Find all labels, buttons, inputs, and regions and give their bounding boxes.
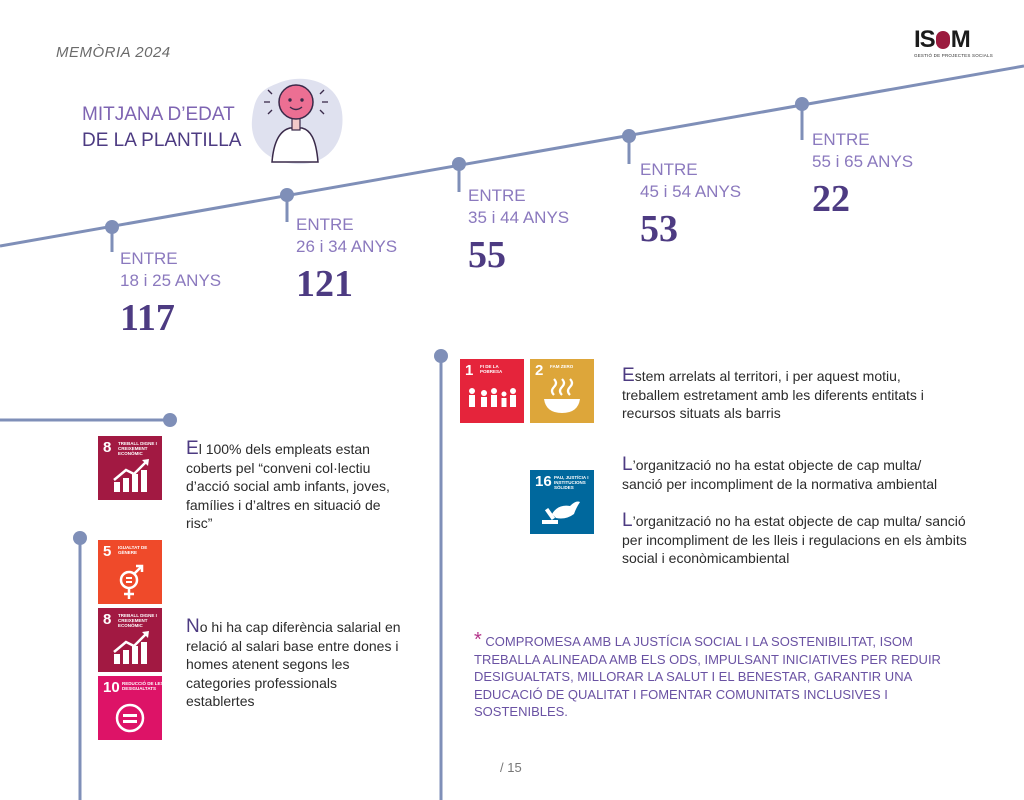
territori-text: Estem arrelats al territori, i per aques… (622, 365, 962, 423)
sdg-10-tile: 10 REDUCCIÓ DE LES DESIGUALTATS (98, 676, 162, 740)
left-connector-dot (163, 413, 177, 427)
sdg-label: IGUALTAT DE GÈNERE (118, 545, 148, 555)
marker-1 (105, 220, 119, 234)
sdg-label: TREBALL DIGNE I CREIXEMENT ECONÒMIC (118, 441, 157, 456)
bowl-icon (544, 378, 580, 413)
intro-line-2: DE LA PLANTILLA (82, 130, 242, 151)
multa-social-text: L’organització no ha estat objecte de ca… (622, 510, 982, 568)
employee-character-illustration (251, 78, 343, 165)
sdg-16-tile: 16 PAU, JUSTÍCIA I INSTITUCIONS SÒLIDES (530, 470, 594, 534)
intro-line-1: MITJANA D’EDAT (82, 104, 235, 125)
age-group-entre-label: ENTRE (296, 215, 354, 234)
sdg-8-tile-second: 8 TREBALL DIGNE I CREIXEMENT ECONÒMIC (98, 608, 162, 672)
salari-text: No hi ha cap diferència salarial en rela… (186, 616, 401, 711)
sdg-label: PAU, JUSTÍCIA I INSTITUCIONS SÒLIDES (554, 475, 589, 490)
marker-2 (280, 188, 294, 202)
growth-chart-icon (113, 459, 149, 492)
logo-text-left: IS (914, 26, 936, 53)
sdg-number: 5 (103, 543, 112, 560)
marker-3 (452, 157, 466, 171)
age-group-entre-label: ENTRE (468, 186, 526, 205)
age-group-entre-label: ENTRE (640, 160, 698, 179)
footnote-text: COMPROMESA AMB LA JUSTÍCIA SOCIAL I LA S… (474, 634, 941, 719)
age-group-count: 121 (296, 263, 353, 305)
sdg-2-tile: 2 FAM ZERO (530, 359, 594, 423)
age-group-range: 45 i 54 ANYS (640, 182, 742, 201)
middle-vertical-dot (434, 349, 448, 363)
age-group-count: 22 (812, 178, 850, 220)
paragraph-text: ’organització no ha estat objecte de cap… (622, 513, 967, 566)
age-group-count: 53 (640, 208, 678, 250)
paragraph-text: ’organització no ha estat objecte de cap… (622, 457, 938, 492)
sdg-number: 8 (103, 439, 112, 456)
sdg-1-tile: 1 FI DE LA POBRESA (460, 359, 524, 423)
sdg-number: 2 (535, 362, 544, 379)
age-group-range: 35 i 44 ANYS (468, 208, 570, 227)
age-group-range: 55 i 65 ANYS (812, 152, 914, 171)
marker-4 (622, 129, 636, 143)
isom-logo: IS M GESTIÓ DE PROJECTES SOCIALS (914, 28, 993, 59)
age-group-entre-label: ENTRE (812, 130, 870, 149)
dropcap: L (622, 510, 633, 531)
age-group-35-44: ENTRE 35 i 44 ANYS 55 (468, 185, 569, 277)
page-number: / 15 (500, 760, 522, 775)
dropcap: E (622, 365, 635, 386)
paragraph-text: stem arrelats al territori, i per aquest… (622, 368, 924, 421)
dropcap: L (622, 454, 633, 475)
sdg-label: REDUCCIÓ DE LES DESIGUALTATS (122, 681, 162, 691)
age-group-entre-label: ENTRE (120, 249, 178, 268)
sdg-number: 16 (535, 473, 552, 490)
logo-tagline: GESTIÓ DE PROJECTES SOCIALS (914, 53, 993, 58)
age-group-26-34: ENTRE 26 i 34 ANYS 121 (296, 214, 397, 306)
paragraph-text: l 100% dels empleats estan coberts pel “… (186, 441, 390, 531)
sdg-label: FAM ZERO (550, 364, 574, 369)
marker-5 (795, 97, 809, 111)
age-group-range: 18 i 25 ANYS (120, 271, 222, 290)
left-vertical-dot (73, 531, 87, 545)
age-group-55-65: ENTRE 55 i 65 ANYS 22 (812, 129, 913, 221)
logo-text-right: M (950, 26, 971, 53)
sdg-number: 8 (103, 611, 112, 628)
age-group-range: 26 i 34 ANYS (296, 237, 398, 256)
age-group-count: 117 (120, 297, 175, 339)
age-timeline (0, 64, 1024, 248)
gender-equality-icon (119, 564, 144, 599)
dove-gavel-icon (542, 501, 580, 524)
sdg-5-tile: 5 IGUALTAT DE GÈNERE (98, 540, 162, 604)
dropcap: E (186, 438, 199, 459)
age-group-count: 55 (468, 234, 506, 276)
sdg-8-tile: 8 TREBALL DIGNE I CREIXEMENT ECONÒMIC (98, 436, 162, 500)
ods-footnote: * COMPROMESA AMB LA JUSTÍCIA SOCIAL I LA… (474, 629, 944, 721)
logo-wordmark: IS M (914, 28, 974, 52)
dropcap: N (186, 616, 200, 637)
sdg-label: FI DE LA POBRESA (480, 364, 503, 374)
age-group-18-25: ENTRE 18 i 25 ANYS 117 (120, 248, 221, 340)
sdg-number: 1 (465, 362, 474, 379)
sdg-label: TREBALL DIGNE I CREIXEMENT ECONÒMIC (118, 613, 157, 628)
header-title: MEMÒRIA 2024 (56, 44, 171, 61)
paragraph-text: o hi ha cap diferència salarial en relac… (186, 619, 401, 709)
asterisk-icon: * (474, 629, 482, 651)
logo-o-mark (935, 31, 950, 49)
no-poverty-icon (469, 388, 516, 407)
reduced-inequalities-icon (115, 703, 145, 733)
age-group-45-54: ENTRE 45 i 54 ANYS 53 (640, 159, 741, 251)
growth-chart-icon (113, 631, 149, 664)
intro-title: MITJANA D’EDAT DE LA PLANTILLA (82, 102, 241, 154)
multa-ambiental-text: L’organització no ha estat objecte de ca… (622, 454, 962, 493)
conveni-text: El 100% dels empleats estan coberts pel … (186, 438, 404, 533)
sdg-number: 10 (103, 679, 120, 696)
